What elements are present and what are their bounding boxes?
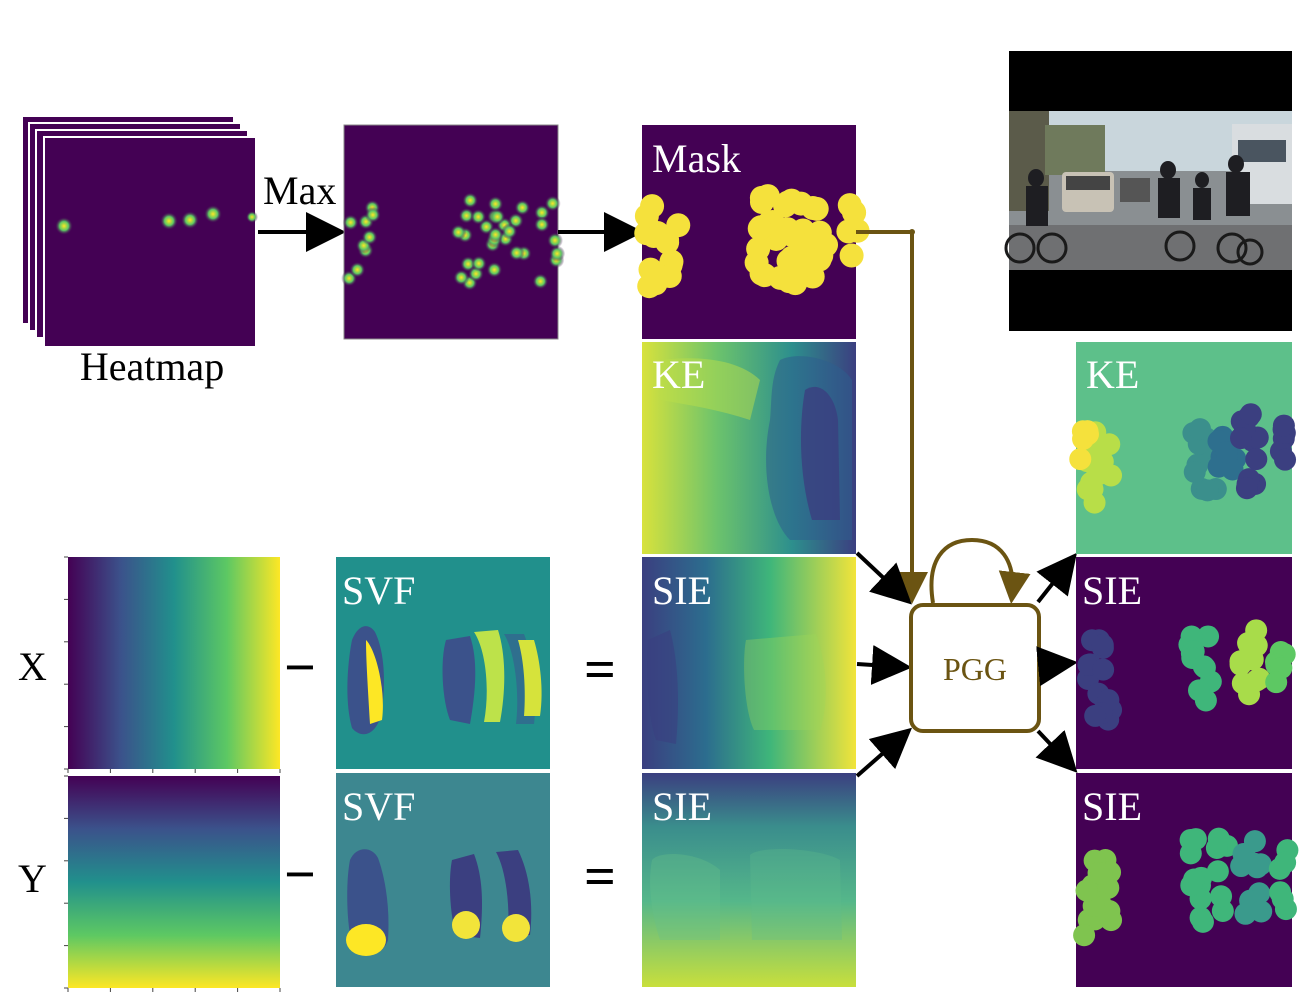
sie-y-label: SIE bbox=[652, 784, 712, 829]
pgg-block bbox=[909, 537, 1041, 733]
svf-x-panel bbox=[336, 557, 550, 769]
sie-x-to-pgg-arrow bbox=[856, 645, 912, 685]
pgg-to-ke-out-arrow bbox=[1036, 552, 1077, 604]
pgg-label: PGG bbox=[943, 651, 1007, 687]
ke-input-label: KE bbox=[652, 352, 705, 397]
x-row-label: X bbox=[18, 644, 47, 689]
street-photo bbox=[1004, 51, 1292, 331]
equals-y: = bbox=[584, 846, 616, 908]
y-coordinate-map bbox=[64, 775, 281, 992]
ke-output-label: KE bbox=[1086, 352, 1139, 397]
pgg-loop-arrow bbox=[929, 537, 1031, 604]
sie-output1-panel bbox=[1076, 557, 1296, 769]
pgg-to-sie-out1-arrow bbox=[1036, 646, 1078, 687]
sie-y-panel bbox=[642, 773, 856, 987]
ke-to-pgg-arrow bbox=[855, 551, 912, 605]
sie-y-to-pgg-arrow bbox=[855, 727, 913, 778]
sie-x-label: SIE bbox=[652, 568, 712, 613]
max-label: Max bbox=[263, 168, 336, 213]
mask-label: Mask bbox=[652, 136, 741, 181]
sie-output2-panel bbox=[1073, 773, 1299, 987]
pgg-to-sie-out2-arrow bbox=[1035, 729, 1078, 773]
mask-panel bbox=[634, 125, 870, 339]
equals-x: = bbox=[584, 639, 616, 701]
heatmap-stack bbox=[21, 115, 258, 348]
sie-output2-label: SIE bbox=[1082, 784, 1142, 829]
minus-y: − bbox=[284, 844, 316, 906]
y-row-label: Y bbox=[18, 856, 47, 901]
sie-output1-label: SIE bbox=[1082, 568, 1142, 613]
heatmap-label: Heatmap bbox=[80, 344, 224, 389]
x-coordinate-map bbox=[64, 556, 281, 773]
svf-y-label: SVF bbox=[342, 784, 415, 829]
svf-y-panel bbox=[336, 773, 550, 987]
ke-input-panel bbox=[642, 342, 856, 554]
minus-x: − bbox=[284, 637, 316, 699]
sie-x-panel bbox=[642, 557, 856, 769]
ke-output-panel bbox=[1069, 342, 1297, 554]
svf-x-label: SVF bbox=[342, 568, 415, 613]
mask-to-pgg-connector bbox=[856, 230, 928, 604]
max-heatmap-panel bbox=[341, 124, 566, 340]
